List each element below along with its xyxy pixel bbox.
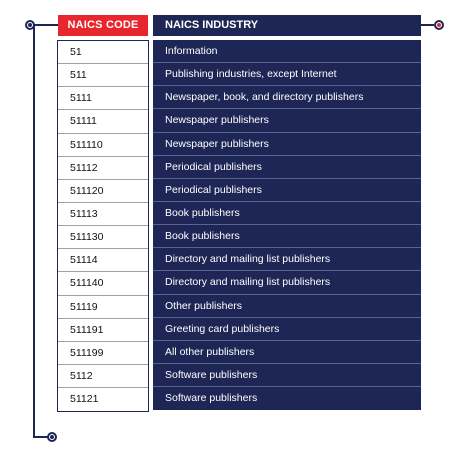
top-right-node-icon bbox=[434, 20, 444, 30]
naics-industry-cell: Publishing industries, except Internet bbox=[153, 63, 421, 87]
naics-industry-cell: Newspaper publishers bbox=[153, 109, 421, 133]
naics-code-cell: 51121 bbox=[70, 393, 99, 406]
naics-industry-cell: Periodical publishers bbox=[153, 179, 421, 202]
naics-industry-cell: Book publishers bbox=[153, 225, 421, 249]
naics-code-cell: 511110 bbox=[58, 134, 148, 157]
top-left-node-icon bbox=[25, 20, 35, 30]
naics-code-cell: 511191 bbox=[58, 319, 148, 342]
top-left-connector-line bbox=[33, 24, 58, 26]
bottom-connector-line bbox=[33, 436, 51, 438]
naics-industry-cell: Information bbox=[153, 40, 421, 64]
naics-code-cell: 511120 bbox=[58, 180, 148, 203]
naics-industry-header: NAICS INDUSTRY bbox=[153, 15, 421, 36]
naics-industry-cell: Newspaper publishers bbox=[153, 133, 421, 156]
naics-code-cell: 511199 bbox=[58, 342, 148, 365]
naics-industry-cell: All other publishers bbox=[153, 341, 421, 364]
left-vertical-connector-line bbox=[33, 24, 35, 438]
naics-code-cell: 5111 bbox=[58, 87, 148, 111]
bottom-node-icon bbox=[47, 432, 57, 442]
naics-industry-cell: Periodical publishers bbox=[153, 156, 421, 179]
naics-code-column: 51 511 5111 51111 511110 51112 511120 51… bbox=[57, 40, 149, 413]
naics-industry-cell: Newspaper, book, and directory publisher… bbox=[153, 86, 421, 110]
naics-code-cell: 51111 bbox=[58, 110, 148, 134]
naics-industry-cell: Directory and mailing list publishers bbox=[153, 271, 421, 295]
naics-code-cell: 51119 bbox=[58, 296, 148, 319]
naics-industry-cell: Other publishers bbox=[153, 295, 421, 318]
naics-code-cell: 511130 bbox=[58, 226, 148, 250]
naics-code-cell: 51112 bbox=[58, 157, 148, 180]
naics-code-cell: 511140 bbox=[58, 272, 148, 296]
naics-code-cell: 51113 bbox=[58, 203, 148, 227]
naics-industry-cell: Directory and mailing list publishers bbox=[153, 248, 421, 272]
naics-industry-cell: Software publishers bbox=[165, 392, 258, 405]
naics-code-cell: 511 bbox=[58, 64, 148, 88]
naics-code-header: NAICS CODE bbox=[58, 15, 148, 36]
naics-code-cell: 5112 bbox=[58, 365, 148, 389]
naics-code-cell: 51114 bbox=[58, 249, 148, 273]
naics-code-cell: 51 bbox=[58, 41, 148, 65]
naics-industry-cell: Book publishers bbox=[153, 202, 421, 226]
top-right-connector-line bbox=[421, 24, 434, 26]
naics-industry-column: Information Publishing industries, excep… bbox=[153, 40, 421, 411]
naics-industry-cell: Software publishers bbox=[153, 364, 421, 388]
naics-industry-cell: Greeting card publishers bbox=[153, 318, 421, 341]
